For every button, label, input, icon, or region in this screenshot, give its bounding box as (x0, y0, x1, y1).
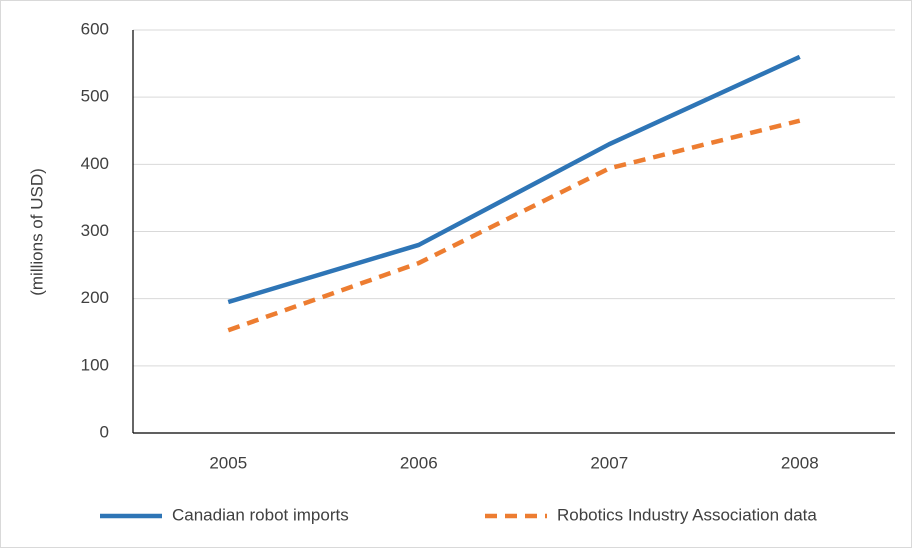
y-tick-label: 500 (81, 87, 109, 106)
y-tick-label: 600 (81, 19, 109, 38)
y-tick-label: 400 (81, 154, 109, 173)
legend-label: Robotics Industry Association data (557, 505, 817, 524)
y-tick-label: 300 (81, 221, 109, 240)
legend-label: Canadian robot imports (172, 505, 349, 524)
y-axis-label: (millions of USD) (27, 168, 46, 296)
y-tick-label: 100 (81, 355, 109, 374)
series-line (227, 54, 801, 305)
y-tick-label: 0 (100, 422, 109, 441)
x-tick-label: 2008 (781, 453, 819, 472)
y-tick-label: 200 (81, 288, 109, 307)
x-tick-label: 2006 (400, 453, 438, 472)
series-line (227, 118, 801, 333)
x-tick-label: 2007 (590, 453, 628, 472)
x-tick-label: 2005 (209, 453, 247, 472)
